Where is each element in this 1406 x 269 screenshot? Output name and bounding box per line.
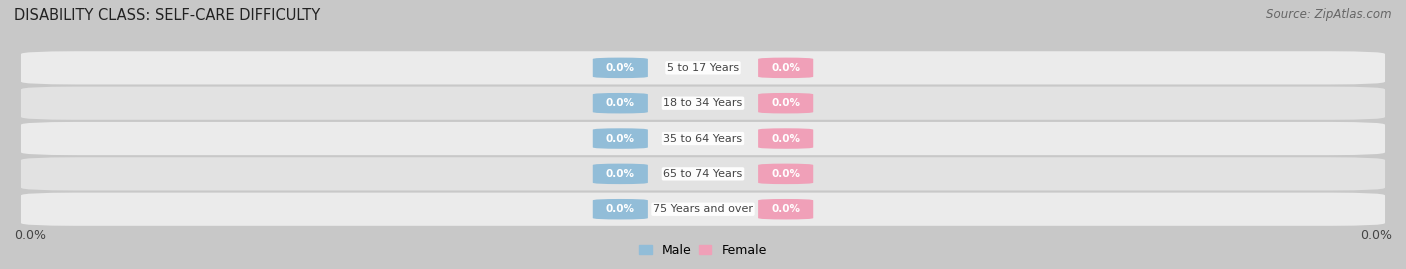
Text: 18 to 34 Years: 18 to 34 Years bbox=[664, 98, 742, 108]
Text: 0.0%: 0.0% bbox=[770, 63, 800, 73]
FancyBboxPatch shape bbox=[593, 58, 648, 78]
FancyBboxPatch shape bbox=[758, 128, 813, 149]
Text: 0.0%: 0.0% bbox=[770, 204, 800, 214]
Text: 0.0%: 0.0% bbox=[606, 169, 636, 179]
FancyBboxPatch shape bbox=[758, 199, 813, 220]
FancyBboxPatch shape bbox=[593, 128, 648, 149]
FancyBboxPatch shape bbox=[758, 58, 813, 78]
Text: 5 to 17 Years: 5 to 17 Years bbox=[666, 63, 740, 73]
FancyBboxPatch shape bbox=[21, 193, 1385, 226]
Text: 0.0%: 0.0% bbox=[770, 169, 800, 179]
Legend: Male, Female: Male, Female bbox=[634, 239, 772, 262]
Text: 0.0%: 0.0% bbox=[606, 63, 636, 73]
FancyBboxPatch shape bbox=[593, 199, 648, 220]
Text: 0.0%: 0.0% bbox=[770, 133, 800, 144]
Text: 65 to 74 Years: 65 to 74 Years bbox=[664, 169, 742, 179]
Text: Source: ZipAtlas.com: Source: ZipAtlas.com bbox=[1267, 8, 1392, 21]
Text: 0.0%: 0.0% bbox=[1360, 229, 1392, 242]
FancyBboxPatch shape bbox=[758, 164, 813, 184]
Text: 0.0%: 0.0% bbox=[14, 229, 46, 242]
FancyBboxPatch shape bbox=[593, 164, 648, 184]
Text: 35 to 64 Years: 35 to 64 Years bbox=[664, 133, 742, 144]
Text: 0.0%: 0.0% bbox=[606, 98, 636, 108]
Text: DISABILITY CLASS: SELF-CARE DIFFICULTY: DISABILITY CLASS: SELF-CARE DIFFICULTY bbox=[14, 8, 321, 23]
Text: 0.0%: 0.0% bbox=[606, 204, 636, 214]
FancyBboxPatch shape bbox=[21, 157, 1385, 190]
FancyBboxPatch shape bbox=[758, 93, 813, 114]
Text: 75 Years and over: 75 Years and over bbox=[652, 204, 754, 214]
Text: 0.0%: 0.0% bbox=[606, 133, 636, 144]
Text: 0.0%: 0.0% bbox=[770, 98, 800, 108]
FancyBboxPatch shape bbox=[21, 122, 1385, 155]
FancyBboxPatch shape bbox=[21, 87, 1385, 120]
FancyBboxPatch shape bbox=[593, 93, 648, 114]
FancyBboxPatch shape bbox=[21, 51, 1385, 84]
